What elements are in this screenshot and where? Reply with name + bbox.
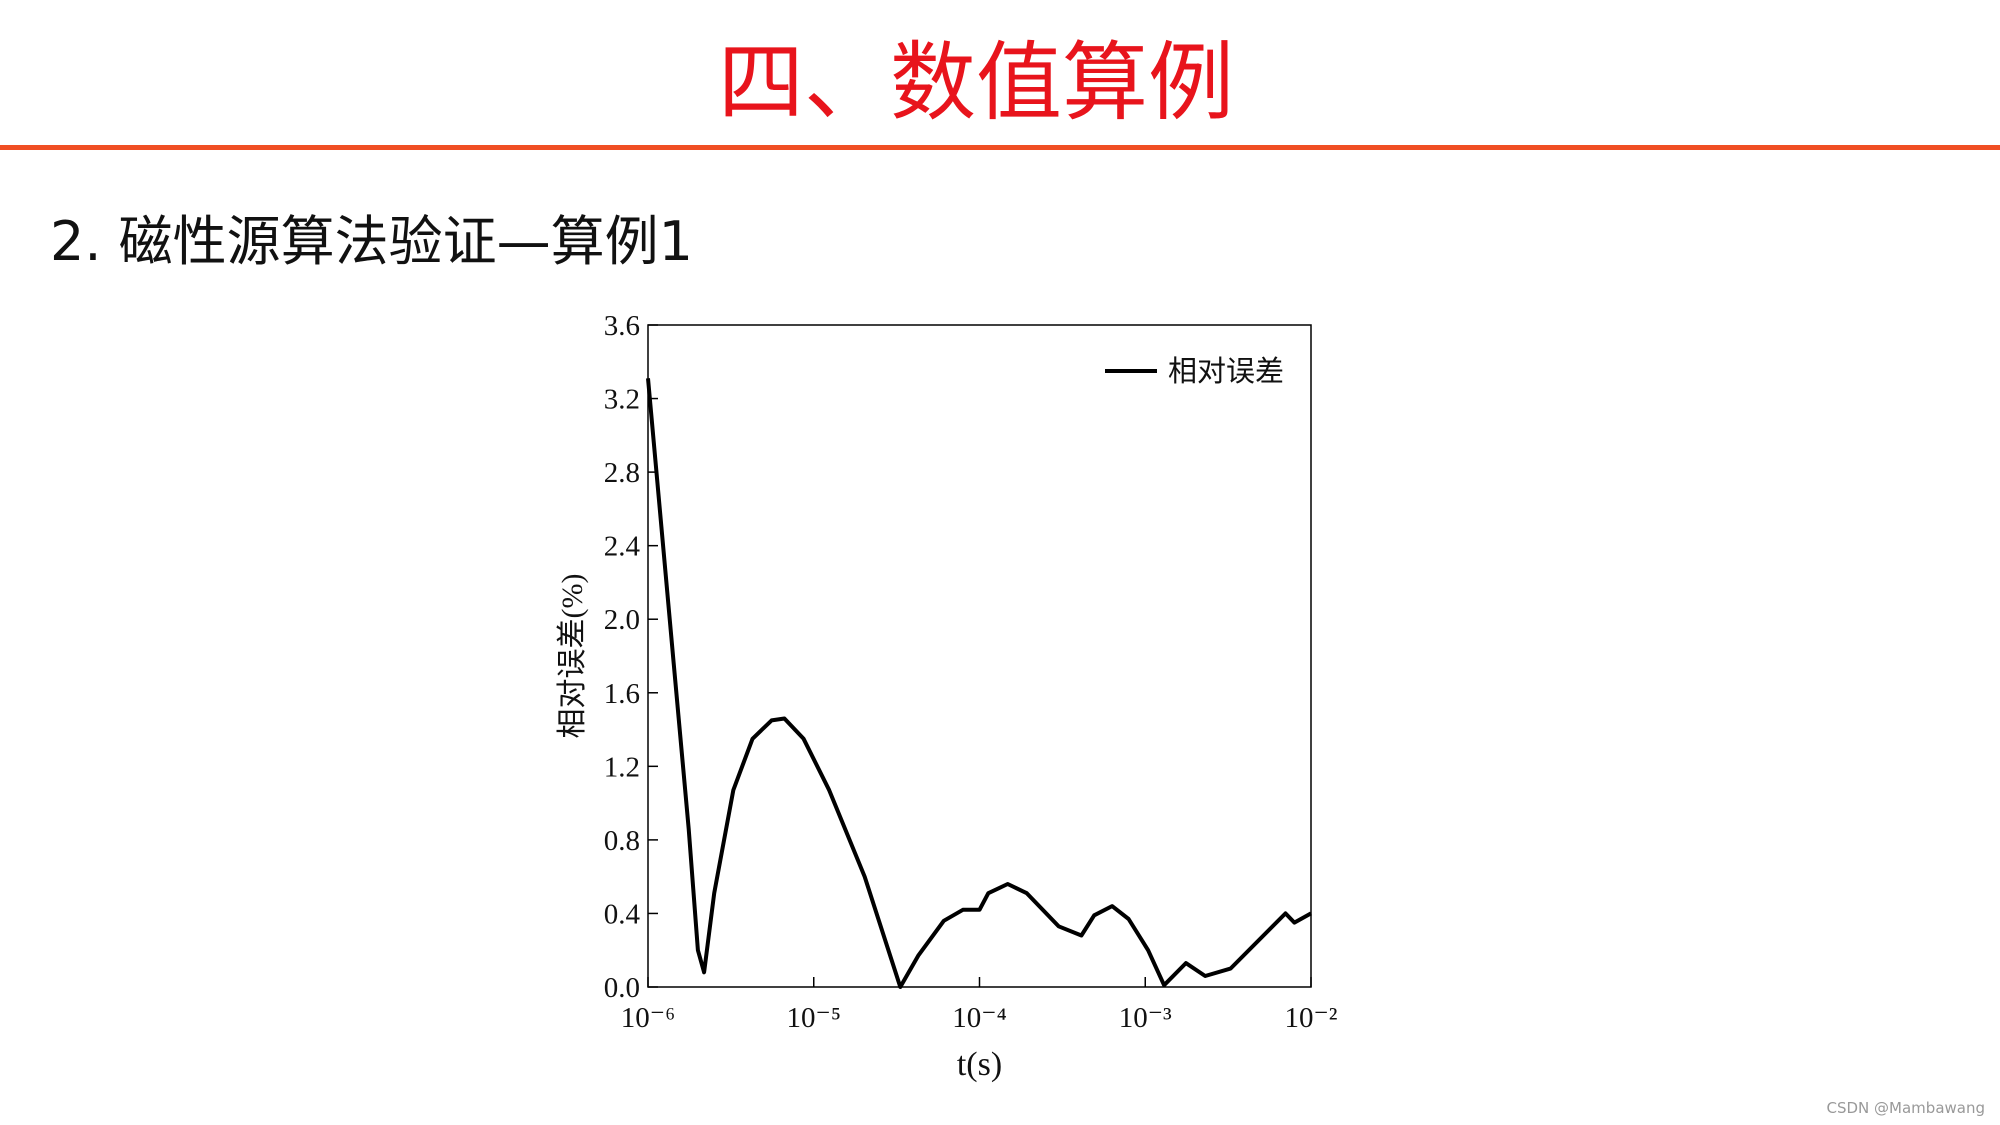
title-rule: [0, 145, 2000, 150]
y-tick-label: 2.4: [604, 531, 641, 563]
y-tick-label: 3.6: [604, 310, 640, 342]
watermark: CSDN @Mambawang: [1827, 1099, 1985, 1117]
section-heading: 2. 磁性源算法验证—算例1: [50, 210, 693, 273]
x-tick-label: 10⁻⁶: [621, 1002, 675, 1034]
x-tick-label: 10⁻⁴: [952, 1002, 1006, 1034]
y-tick-label: 1.6: [604, 678, 640, 710]
x-axis-label: t(s): [957, 1046, 1002, 1083]
y-tick-label: 3.2: [604, 384, 640, 416]
slide-title: 四、数值算例: [718, 33, 1234, 133]
y-tick-label: 0.8: [604, 825, 640, 857]
data-line: [646, 378, 1312, 989]
x-tick-label: 10⁻⁵: [787, 1002, 841, 1034]
y-tick-label: 2.0: [604, 604, 640, 636]
y-tick-label: 0.0: [604, 972, 640, 1004]
y-tick-label: 0.4: [604, 898, 641, 930]
y-tick-label: 2.8: [604, 457, 640, 489]
legend-label: 相对误差: [1168, 355, 1284, 388]
y-axis-label: 相对误差(%): [556, 574, 589, 739]
y-tick-label: 1.2: [604, 751, 640, 783]
x-tick-label: 10⁻²: [1284, 1002, 1337, 1034]
plot-frame: [647, 324, 1312, 988]
x-tick-label: 10⁻³: [1119, 1002, 1172, 1034]
